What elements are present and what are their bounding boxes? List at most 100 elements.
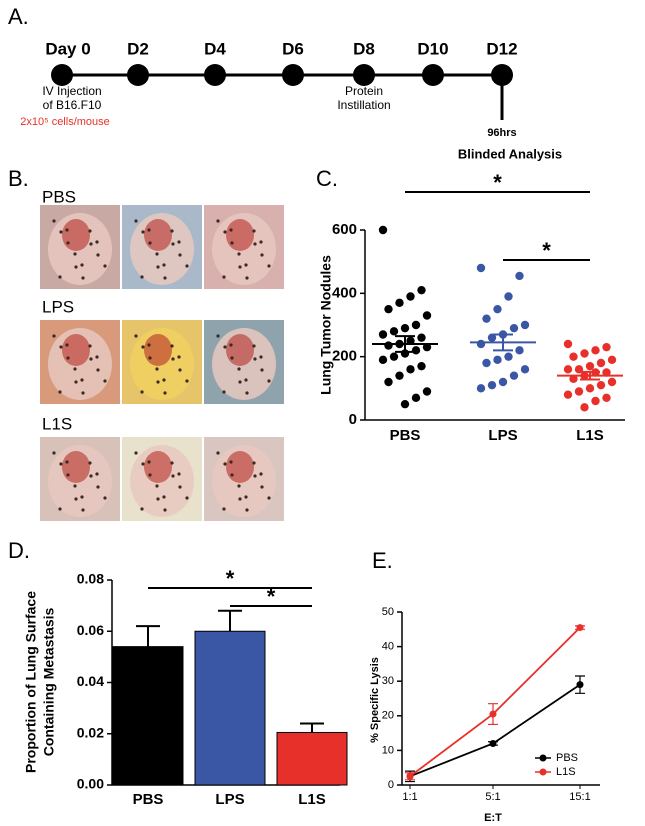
dose-note: 2x10⁵ cells/mouse (20, 116, 110, 128)
dot (389, 327, 399, 336)
note: IV Injection (42, 84, 101, 98)
nodule (58, 390, 62, 394)
lung-red (144, 334, 172, 366)
dot (602, 342, 611, 352)
nodule (140, 390, 144, 394)
nodule (229, 460, 233, 464)
nodule (163, 391, 167, 395)
nodule (95, 240, 99, 244)
dot (417, 333, 426, 342)
nodule (140, 507, 144, 511)
nodule (65, 460, 69, 464)
nodule (267, 264, 271, 268)
nodule (238, 380, 242, 384)
nodule (252, 461, 256, 465)
x-tick-label: 5:1 (485, 791, 500, 803)
nodule (66, 356, 70, 360)
nodule (88, 229, 92, 233)
nodule (59, 462, 63, 466)
dot (422, 387, 432, 396)
dot (422, 311, 432, 320)
dot (395, 371, 404, 380)
dot (400, 323, 410, 333)
nodule (230, 356, 234, 360)
dot (422, 342, 432, 352)
x-tick-label: PBS (133, 791, 164, 808)
significance-label: * (542, 238, 551, 263)
dot (569, 352, 578, 361)
y-tick-label: 50 (382, 606, 394, 618)
nodule (73, 367, 77, 371)
dot (520, 320, 530, 330)
bar (112, 646, 184, 786)
significance-label: * (267, 584, 276, 609)
nodule (244, 378, 248, 382)
dot (406, 365, 415, 374)
nodule (103, 496, 107, 500)
nodule (52, 334, 56, 338)
nodule (171, 242, 175, 246)
significance-label: * (226, 566, 235, 591)
error-bar (300, 722, 324, 733)
dot (384, 304, 393, 314)
dot (509, 323, 519, 333)
dot (476, 339, 486, 349)
day-label: D6 (282, 39, 304, 58)
dot (563, 339, 573, 349)
y-tick-label: 10 (382, 744, 394, 756)
dot (384, 341, 393, 350)
y-axis-label: Containing Metastasis (41, 608, 57, 757)
y-axis-label: % Specific Lysis (369, 657, 381, 743)
point (576, 624, 584, 632)
nodule (185, 264, 189, 268)
lung-red (144, 451, 172, 483)
nodule (170, 229, 174, 233)
dot (520, 365, 530, 374)
y-tick-label: 0.02 (77, 724, 104, 740)
nodule (178, 368, 182, 372)
sem-bar (580, 370, 600, 381)
nodule (162, 495, 166, 499)
note: Blinded Analysis (458, 146, 562, 161)
y-tick-label: 0.00 (77, 776, 104, 792)
dot (585, 384, 595, 393)
nodule (134, 334, 138, 338)
lung-red (62, 219, 90, 251)
nodule (96, 253, 100, 257)
x-tick-label: LPS (215, 791, 244, 808)
y-tick-label: 20 (382, 710, 394, 722)
x-tick-label: 15:1 (569, 791, 590, 803)
nodule (65, 228, 69, 232)
dot (515, 271, 524, 281)
timeline-dot (491, 64, 513, 86)
x-tick-label: L1S (576, 427, 604, 444)
dot (411, 346, 421, 355)
nodule (147, 460, 151, 464)
nodule (267, 379, 271, 383)
y-tick-label: 0 (349, 411, 357, 428)
nodule (238, 497, 242, 501)
nodule (237, 252, 241, 256)
note: of B16.F10 (43, 98, 102, 112)
nodule (52, 219, 56, 223)
nodule (163, 276, 167, 280)
nodule (216, 451, 220, 455)
dot (487, 333, 497, 342)
nodule (134, 219, 138, 223)
nodule (259, 355, 263, 359)
legend-label: L1S (556, 766, 576, 778)
nodule (141, 462, 145, 466)
sem-bar (493, 333, 513, 352)
timeline-dot (51, 64, 73, 86)
nodule (74, 265, 78, 269)
note: Instillation (337, 98, 390, 112)
panel-label: C. (316, 166, 338, 191)
dot (585, 361, 595, 371)
nodule (74, 380, 78, 384)
nodule (81, 391, 85, 395)
nodule (245, 391, 249, 395)
nodule (260, 253, 264, 257)
legend-label: PBS (556, 752, 578, 764)
dot (563, 390, 573, 399)
nodule (177, 472, 181, 476)
